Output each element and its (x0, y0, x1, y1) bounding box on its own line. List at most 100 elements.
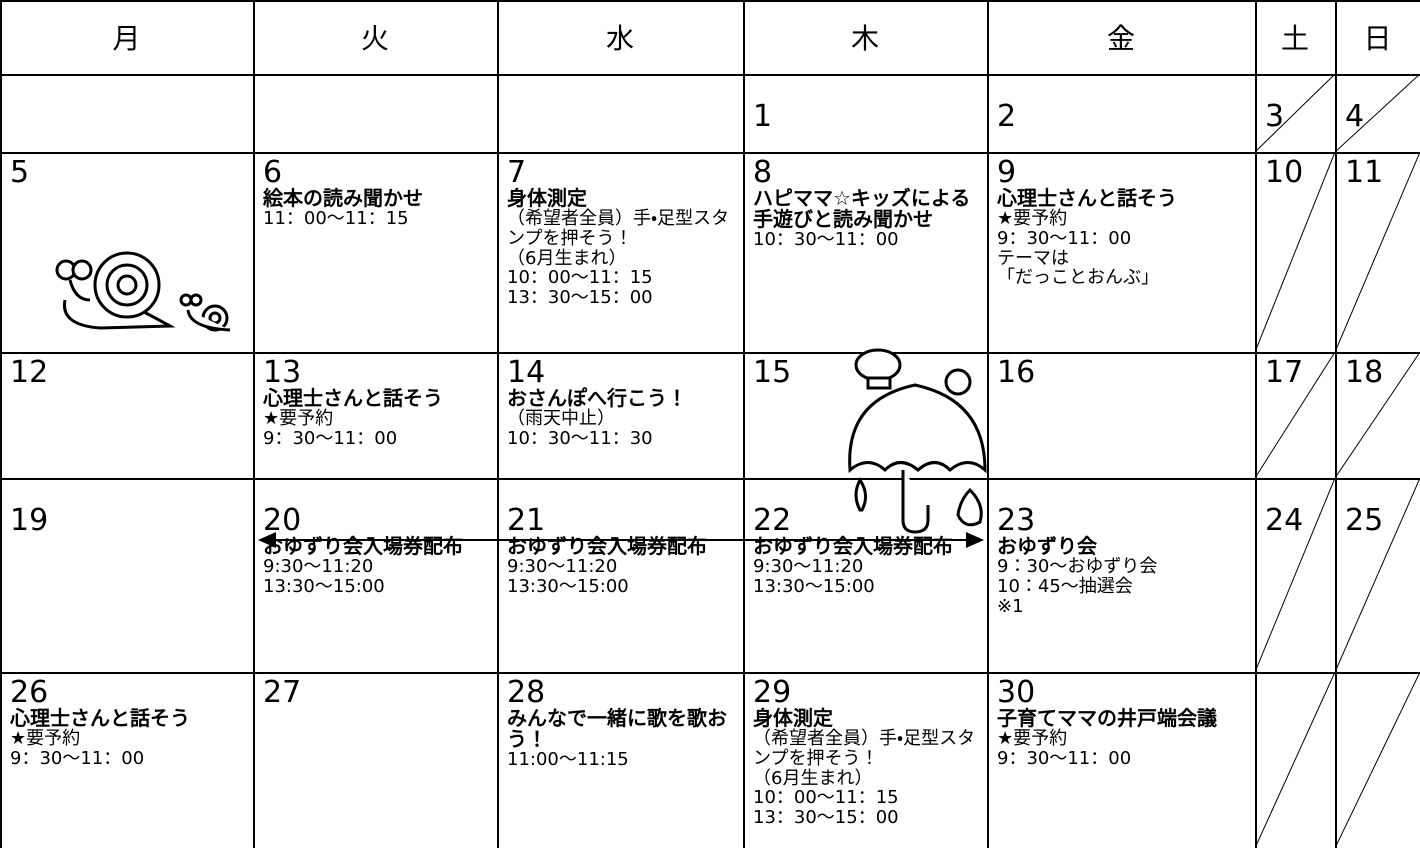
day-cell: 21 おゆずり会入場券配布 9:30～11:20 13:30～15:00 (497, 478, 745, 674)
day-number: 8 (753, 155, 773, 190)
event-detail: ★要予約 (997, 208, 1068, 229)
closed-slash (1335, 74, 1420, 152)
event-title: おゆずり会 (997, 534, 1097, 558)
day-number: 17 (1265, 355, 1304, 390)
day-number: 30 (997, 675, 1036, 710)
day-cell: 9 心理士さんと話そう ★要予約 9：30～11：00 テーマは 「だっことおんぶ」 (987, 152, 1257, 354)
day-number: 21 (507, 503, 546, 538)
day-cell: 28 みんなで一緒に歌を歌おう！ 11:00～11:15 (497, 672, 745, 848)
day-cell: 30 子育てママの井戸端会議 ★要予約 9：30～11：00 (987, 672, 1257, 848)
closed-slash (1255, 672, 1335, 848)
day-cell: 1 (743, 74, 989, 154)
day-cell: 18 (1335, 352, 1420, 480)
event-detail: 9:30～11:20 (263, 556, 374, 577)
weekday: 木 (850, 22, 879, 55)
event-title: 身体測定 (507, 186, 587, 210)
day-number: 14 (507, 355, 546, 390)
event-detail: （6月生まれ） (507, 247, 627, 269)
event-detail: 9：30～11：00 (263, 427, 398, 449)
day-number: 1 (753, 99, 773, 134)
event-detail: ★要予約 (10, 728, 81, 749)
event-title: 心理士さんと話そう (997, 186, 1177, 210)
day-cell: 5 (2, 152, 255, 354)
day-cell: 15 (743, 352, 989, 480)
event-detail: テーマは (997, 247, 1069, 269)
event-title: おさんぽへ行こう！ (507, 386, 687, 410)
day-cell: 20 おゆずり会入場券配布 9:30～11:20 13:30～15:00 (253, 478, 499, 674)
event-detail: （6月生まれ） (753, 767, 873, 789)
day-number: 24 (1265, 503, 1304, 538)
day-cell: 24 (1255, 478, 1337, 674)
day-number: 23 (997, 503, 1036, 538)
event-detail: 13：30～15：00 (507, 287, 653, 309)
header-cell: 木 (743, 2, 989, 76)
day-cell: 14 おさんぽへ行こう！ （雨天中止） 10：30～11：30 (497, 352, 745, 480)
day-cell: 29 身体測定 （希望者全員）手・足型スタンプを押そう！ （6月生まれ） 10：00～1… (743, 672, 989, 848)
header-cell: 水 (497, 2, 745, 76)
day-number: 18 (1345, 355, 1384, 390)
event-detail: 10：00～11：15 (753, 787, 899, 809)
event-detail: 10：45～抽選会 (997, 575, 1133, 597)
weekday: 日 (1363, 22, 1392, 55)
event-title: おゆずり会入場券配布 (753, 534, 953, 558)
day-number: 11 (1345, 155, 1384, 190)
day-cell (253, 74, 499, 154)
closed-slash (1255, 152, 1335, 352)
day-number: 4 (1345, 99, 1365, 134)
day-cell: 6 絵本の読み聞かせ 11：00～11：15 (253, 152, 499, 354)
event-title: おゆずり会入場券配布 (507, 534, 707, 558)
day-number: 6 (263, 155, 283, 190)
event-detail: 13:30～15:00 (263, 575, 385, 597)
header-cell: 土 (1255, 2, 1337, 76)
closed-slash (1255, 478, 1335, 672)
event-title: ハピママ☆キッズによる手遊びと読み聞かせ (753, 186, 971, 231)
event-title: 絵本の読み聞かせ (263, 186, 423, 210)
day-number: 27 (263, 675, 302, 710)
day-cell: 17 (1255, 352, 1337, 480)
day-cell: 26 心理士さんと話そう ★要予約 9：30～11：00 (2, 672, 255, 848)
closed-slash (1335, 478, 1420, 672)
day-number: 2 (997, 99, 1017, 134)
event-detail: 13：30～15：00 (753, 807, 899, 829)
closed-slash (1335, 352, 1420, 478)
weekday: 火 (360, 22, 389, 55)
day-number: 29 (753, 675, 792, 710)
day-number: 13 (263, 355, 302, 390)
event-detail: （希望者全員）手・足型スタンプを押そう！ (753, 728, 976, 769)
day-cell (1335, 672, 1420, 848)
day-number: 12 (10, 355, 49, 390)
event-detail: 10：30～11：30 (507, 427, 653, 449)
weekday: 土 (1280, 22, 1309, 55)
day-number: 3 (1265, 99, 1285, 134)
event-detail: 9：30～11：00 (997, 747, 1132, 769)
event-title: 心理士さんと話そう (10, 706, 190, 730)
day-cell: 10 (1255, 152, 1337, 354)
header-cell: 月 (2, 2, 255, 76)
header-cell: 日 (1335, 2, 1420, 76)
event-detail: ★要予約 (263, 408, 334, 429)
day-number: 15 (753, 355, 792, 390)
day-number: 19 (10, 503, 49, 538)
day-cell: 13 心理士さんと話そう ★要予約 9：30～11：00 (253, 352, 499, 480)
header-cell: 火 (253, 2, 499, 76)
event-title: 心理士さんと話そう (263, 386, 443, 410)
event-title: 身体測定 (753, 706, 833, 730)
event-detail: 9：30～11：00 (997, 227, 1132, 249)
day-cell (2, 74, 255, 154)
day-cell: 12 (2, 352, 255, 480)
day-cell: 8 ハピママ☆キッズによる手遊びと読み聞かせ 10：30～11：00 (743, 152, 989, 354)
day-cell: 27 (253, 672, 499, 848)
day-number: 9 (997, 155, 1017, 190)
day-number: 20 (263, 503, 302, 538)
event-detail: 13:30～15:00 (507, 575, 629, 597)
event-title: 子育てママの井戸端会議 (997, 706, 1217, 730)
weekday: 水 (605, 22, 634, 55)
closed-slash (1335, 152, 1420, 352)
day-cell (497, 74, 745, 154)
event-detail: 9:30～11:20 (507, 556, 618, 577)
day-cell: 22 おゆずり会入場券配布 9:30～11:20 13:30～15:00 (743, 478, 989, 674)
event-detail: （希望者全員）手・足型スタンプを押そう！ (507, 208, 730, 249)
day-cell: 23 おゆずり会 9：30～おゆずり会 10：45～抽選会 ※1 (987, 478, 1257, 674)
day-number: 16 (997, 355, 1036, 390)
